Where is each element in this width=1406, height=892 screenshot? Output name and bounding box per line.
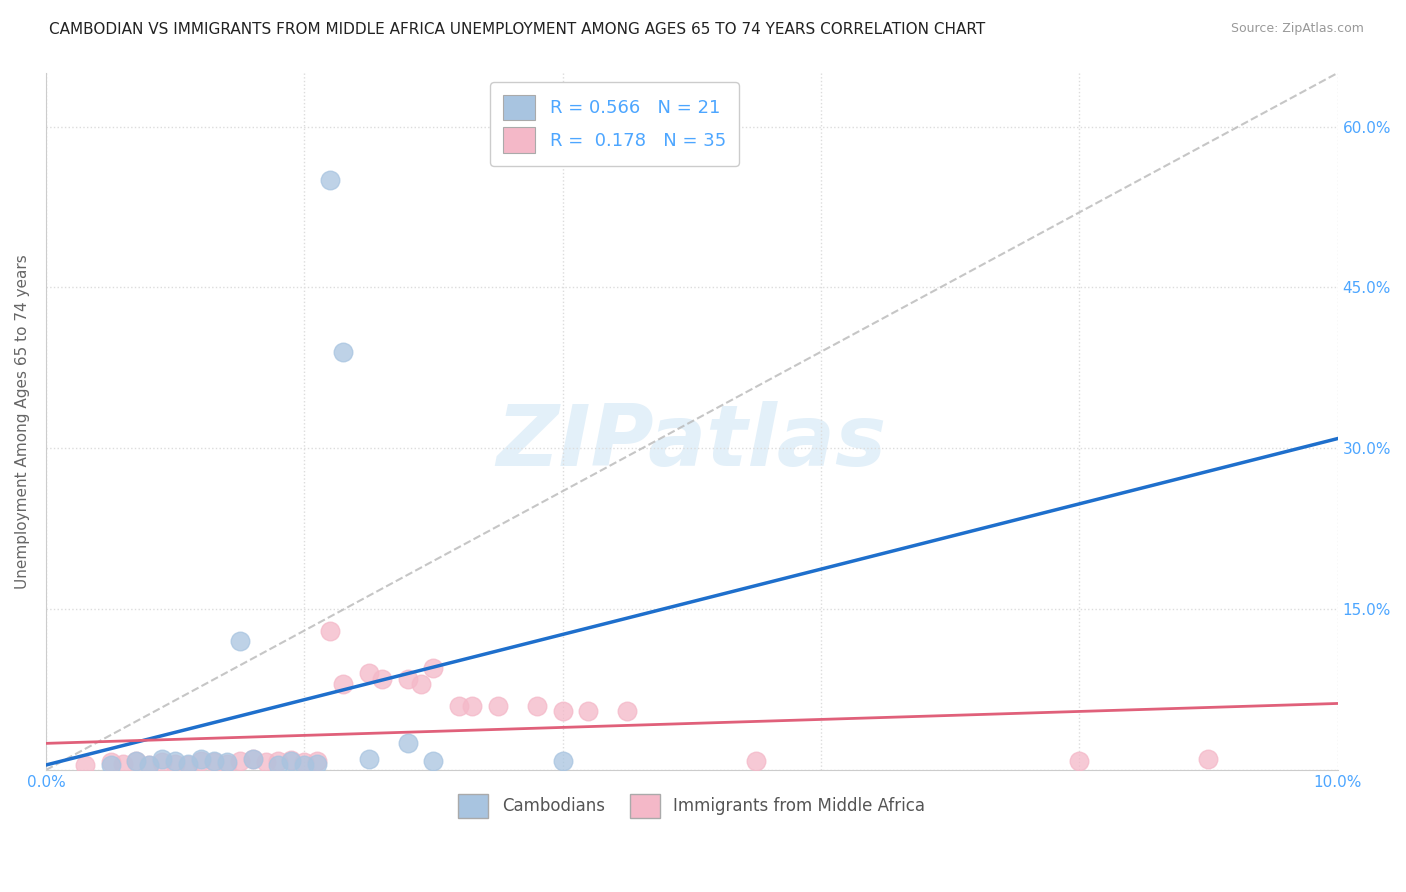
Point — [125, 755, 148, 769]
Point — [551, 704, 574, 718]
Point — [165, 755, 187, 769]
Point — [332, 677, 354, 691]
Point — [165, 756, 187, 771]
Point — [190, 752, 212, 766]
Point — [578, 704, 600, 718]
Point — [215, 756, 238, 771]
Text: CAMBODIAN VS IMMIGRANTS FROM MIDDLE AFRICA UNEMPLOYMENT AMONG AGES 65 TO 74 YEAR: CAMBODIAN VS IMMIGRANTS FROM MIDDLE AFRI… — [49, 22, 986, 37]
Point — [292, 756, 315, 770]
Point — [371, 672, 394, 686]
Point — [357, 666, 380, 681]
Point — [292, 757, 315, 772]
Point — [73, 757, 96, 772]
Point — [177, 757, 200, 772]
Point — [280, 755, 302, 769]
Point — [449, 698, 471, 713]
Point — [1198, 752, 1220, 766]
Point — [190, 755, 212, 769]
Point — [138, 757, 160, 772]
Y-axis label: Unemployment Among Ages 65 to 74 years: Unemployment Among Ages 65 to 74 years — [15, 254, 30, 589]
Point — [396, 672, 419, 686]
Point — [202, 756, 225, 770]
Point — [150, 756, 173, 770]
Point — [228, 634, 250, 648]
Point — [409, 677, 432, 691]
Point — [112, 756, 135, 771]
Point — [422, 755, 444, 769]
Point — [242, 752, 264, 766]
Point — [1069, 755, 1091, 769]
Point — [307, 756, 329, 771]
Point — [319, 624, 342, 638]
Point — [242, 752, 264, 766]
Point — [177, 756, 200, 771]
Point — [100, 757, 122, 772]
Point — [125, 755, 148, 769]
Point — [254, 756, 277, 770]
Text: ZIPatlas: ZIPatlas — [496, 401, 887, 483]
Point — [267, 755, 290, 769]
Point — [526, 698, 548, 713]
Point — [100, 756, 122, 770]
Point — [486, 698, 509, 713]
Text: Source: ZipAtlas.com: Source: ZipAtlas.com — [1230, 22, 1364, 36]
Point — [551, 755, 574, 769]
Point — [228, 755, 250, 769]
Point — [745, 755, 768, 769]
Point — [280, 753, 302, 767]
Point — [422, 661, 444, 675]
Point — [616, 704, 638, 718]
Point — [150, 752, 173, 766]
Point — [319, 173, 342, 187]
Point — [267, 757, 290, 772]
Point — [215, 756, 238, 770]
Point — [357, 752, 380, 766]
Point — [307, 755, 329, 769]
Legend: Cambodians, Immigrants from Middle Africa: Cambodians, Immigrants from Middle Afric… — [451, 788, 932, 824]
Point — [461, 698, 484, 713]
Point — [202, 755, 225, 769]
Point — [396, 736, 419, 750]
Point — [332, 344, 354, 359]
Point — [138, 757, 160, 772]
